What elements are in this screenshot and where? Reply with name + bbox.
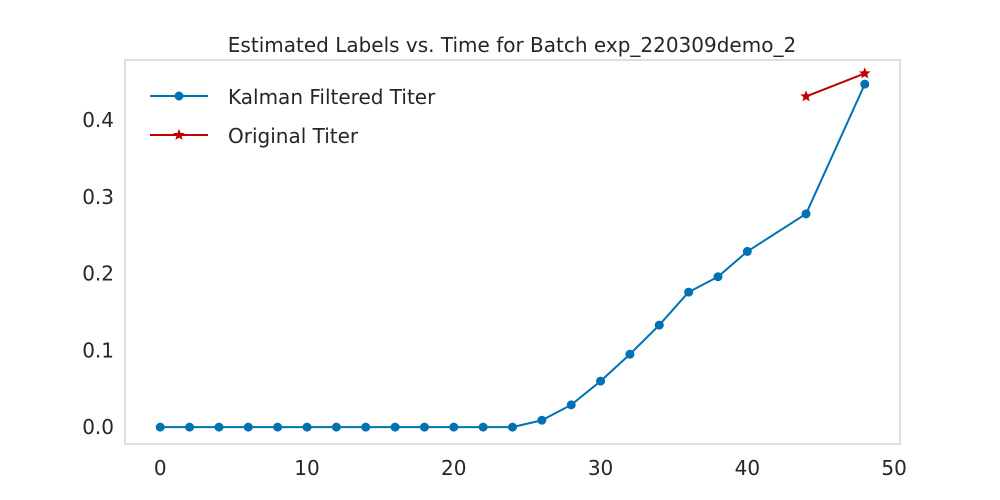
data-point-0-18: [684, 287, 694, 297]
legend: Kalman Filtered Titer Original Titer: [150, 85, 436, 148]
data-point-0-22: [860, 79, 870, 89]
data-point-0-17: [654, 320, 664, 330]
x-tick-label: 10: [294, 456, 319, 480]
data-point-0-7: [361, 422, 371, 432]
legend-marker-0: [174, 91, 184, 101]
data-point-0-9: [419, 422, 429, 432]
x-axis-ticks: 0 10 20 30 40 50: [154, 456, 907, 480]
data-point-1-1: [859, 67, 871, 79]
x-tick-label: 0: [154, 456, 167, 480]
data-point-0-14: [566, 400, 576, 410]
data-point-1-0: [800, 90, 812, 102]
y-tick-label: 0.1: [82, 338, 114, 362]
y-axis-ticks: 0.0 0.1 0.2 0.3 0.4: [82, 108, 114, 439]
data-point-0-20: [742, 246, 752, 256]
x-tick-label: 20: [441, 456, 466, 480]
y-tick-label: 0.4: [82, 108, 114, 132]
data-point-0-1: [185, 422, 195, 432]
legend-marker-1: [173, 128, 185, 140]
series-line-1: [805, 72, 866, 98]
y-tick-label: 0.0: [82, 415, 114, 439]
x-tick-label: 40: [735, 456, 760, 480]
legend-item-1: Original Titer: [150, 124, 359, 148]
data-point-0-3: [243, 422, 253, 432]
data-point-0-16: [625, 349, 635, 359]
data-point-0-4: [273, 422, 283, 432]
series-layer: [155, 67, 871, 432]
legend-label-1: Original Titer: [228, 124, 359, 148]
plot-area-frame: [124, 59, 901, 445]
data-point-0-0: [155, 422, 165, 432]
series-0: [155, 79, 870, 432]
data-point-0-2: [214, 422, 224, 432]
y-tick-label: 0.2: [82, 262, 114, 286]
x-tick-label: 30: [588, 456, 613, 480]
data-point-0-21: [801, 209, 811, 219]
data-point-0-15: [596, 376, 606, 386]
data-point-0-19: [713, 272, 723, 282]
data-point-0-6: [331, 422, 341, 432]
data-point-0-12: [508, 422, 517, 432]
data-point-0-5: [302, 422, 312, 432]
data-point-0-8: [390, 422, 400, 432]
y-tick-label: 0.3: [82, 185, 114, 209]
data-point-0-11: [478, 422, 488, 432]
data-point-0-13: [537, 415, 547, 425]
chart-title: Estimated Labels vs. Time for Batch exp_…: [228, 33, 796, 57]
legend-label-0: Kalman Filtered Titer: [228, 85, 436, 109]
legend-item-0: Kalman Filtered Titer: [150, 85, 436, 109]
x-tick-label: 50: [881, 456, 906, 480]
series-1: [800, 67, 871, 102]
data-point-0-10: [449, 422, 459, 432]
